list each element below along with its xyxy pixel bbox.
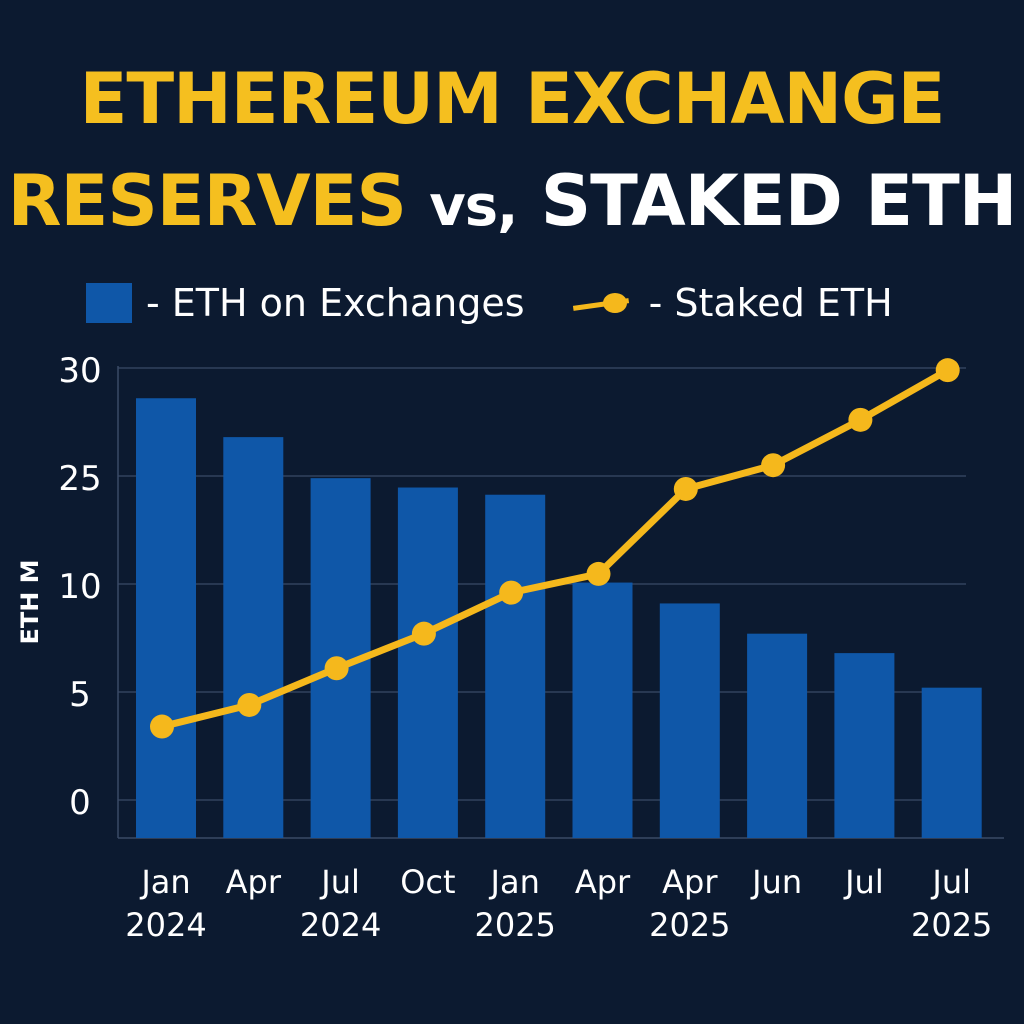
bars-exchanges [136,398,982,838]
x-tick-year: 2025 [474,906,555,944]
bar-exchanges [136,398,196,838]
staked-point [499,580,524,605]
x-tick-month: Oct [400,863,455,901]
staked-point [761,453,786,478]
legend-line-swatch [572,283,635,323]
x-tick-month: Jan [489,863,540,901]
tick-labels: 30 25 10 5 0 ETH M Jan 2024 Apr Jul 2024 Oct Jan 2025… [16,351,992,944]
bar-exchanges [485,494,546,838]
x-tick-month: Jun [750,863,802,901]
staked-point [848,407,873,432]
x-tick-month: Jul [319,863,360,901]
y-tick-label: 5 [69,675,91,715]
y-tick-label: 30 [58,351,101,391]
bar-exchanges [834,653,895,838]
y-tick-label: 10 [58,567,101,607]
chart-title-line-1: ETHEREUM EXCHANGE [79,58,946,140]
legend-label-staked: - Staked ETH [648,281,893,325]
x-tick-month: Jul [843,863,884,901]
x-tick-month: Jan [139,863,190,901]
staked-point [237,692,262,717]
x-tick-month: Apr [662,863,718,901]
bar-exchanges [223,437,284,838]
x-tick-year: 2025 [911,906,992,944]
x-tick-year: 2024 [300,906,381,944]
staked-point [411,621,436,646]
title-vs: vs, [429,174,518,239]
bar-exchanges [572,582,633,838]
x-tick-year: 2025 [649,906,730,944]
staked-point [586,561,611,586]
x-tick-month: Apr [226,863,282,901]
title-reserves: RESERVES [7,160,407,242]
line-staked [150,358,960,739]
staked-line [158,366,952,731]
bar-exchanges [747,633,808,838]
title-staked-eth: STAKED ETH [540,160,1018,242]
chart-title-line-2: RESERVES vs, STAKED ETH [0,158,1024,250]
legend: - ETH on Exchanges - Staked ETH [86,278,893,328]
bar-exchanges [397,487,458,838]
y-axis-label: ETH M [16,559,44,644]
staked-point [935,358,960,383]
x-tick-month: Jul [930,863,971,901]
staked-point [324,656,349,681]
y-tick-label: 25 [58,459,101,499]
x-tick-year: 2024 [125,906,206,944]
legend-bar-swatch [86,283,132,323]
bar-exchanges [659,603,720,838]
staked-point [673,476,698,501]
bar-exchanges [921,687,982,838]
x-tick-month: Apr [575,863,631,901]
legend-label-exchanges: - ETH on Exchanges [146,281,525,325]
staked-point [150,714,174,739]
y-tick-label: 0 [69,783,91,823]
